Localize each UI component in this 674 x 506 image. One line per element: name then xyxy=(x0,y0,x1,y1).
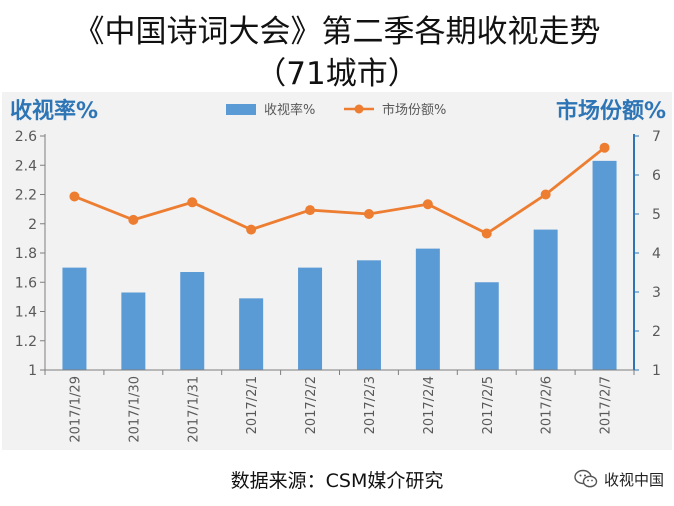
x-tick-label: 2017/2/2 xyxy=(304,376,319,434)
y2-tick-label: 2 xyxy=(652,324,661,340)
legend-line-marker xyxy=(354,104,364,114)
x-tick-label: 2017/2/6 xyxy=(540,376,555,434)
y-tick-label: 2.2 xyxy=(15,188,37,204)
y2-axis-title: 市场份额% xyxy=(556,98,666,124)
bar-2017/2/7 xyxy=(592,160,617,370)
y-tick-label: 2.6 xyxy=(15,129,37,145)
y2-tick-label: 4 xyxy=(652,246,661,262)
y-tick-label: 2 xyxy=(28,217,37,233)
bar-2017/2/6 xyxy=(533,229,558,370)
y2-tick-label: 3 xyxy=(652,285,661,301)
y-tick-label: 1.4 xyxy=(15,305,37,321)
x-tick-label: 2017/2/1 xyxy=(245,376,260,434)
share-point-2017/2/4 xyxy=(422,199,433,210)
legend-bar-swatch xyxy=(226,104,256,115)
share-point-2017/2/6 xyxy=(540,189,551,200)
x-tick-label: 2017/2/3 xyxy=(363,376,378,434)
share-point-2017/2/7 xyxy=(599,142,610,153)
data-source: 数据来源：CSM媒介研究 xyxy=(230,470,444,492)
bar-2017/2/1 xyxy=(239,298,264,370)
x-tick-label: 2017/2/5 xyxy=(481,376,496,434)
bar-2017/2/2 xyxy=(298,267,323,370)
chart-panel: 1 1.2 1.4 1.6 1.8 2 2.2 2.4 2.6 1 2 3 4 5 6 7 2017/1/29… xyxy=(2,92,672,450)
x-tick-label: 2017/1/30 xyxy=(127,376,142,443)
legend: 收视率% 市场份额% xyxy=(226,102,446,118)
share-line xyxy=(73,146,606,236)
share-point-2017/2/2 xyxy=(305,205,316,216)
bar-2017/2/5 xyxy=(474,282,499,370)
share-point-2017/1/30 xyxy=(128,214,139,225)
y-tick-label: 2.4 xyxy=(15,158,37,174)
y2-tick-label: 7 xyxy=(652,129,661,145)
bar-2017/2/3 xyxy=(356,260,381,370)
bar-2017/2/4 xyxy=(415,248,440,370)
share-point-2017/2/5 xyxy=(481,228,492,239)
wechat-icon xyxy=(574,469,598,488)
y-tick-label: 1 xyxy=(28,363,37,379)
bar-2017/1/30 xyxy=(121,292,146,370)
x-tick-label: 2017/2/4 xyxy=(422,376,437,434)
y-tick-label: 1.8 xyxy=(15,246,37,262)
share-point-2017/1/31 xyxy=(187,197,198,208)
watermark-text: 收视中国 xyxy=(603,470,664,489)
legend-line-label: 市场份额% xyxy=(382,102,446,118)
x-tick-label: 2017/1/31 xyxy=(186,376,201,443)
combo-chart: 1 1.2 1.4 1.6 1.8 2 2.2 2.4 2.6 1 2 3 4 5 6 7 2017/1/29… xyxy=(10,98,666,443)
bar-2017/1/29 xyxy=(62,267,87,370)
x-tick-label: 2017/2/7 xyxy=(599,376,614,434)
x-tick-label: 2017/1/29 xyxy=(68,376,83,443)
y2-tick-label: 1 xyxy=(652,363,661,379)
watermark: 收视中国 xyxy=(574,466,664,492)
y2-tick-label: 6 xyxy=(652,168,661,184)
y2-tick-label: 5 xyxy=(652,207,661,223)
share-point-2017/2/3 xyxy=(363,209,374,219)
share-point-2017/2/1 xyxy=(246,224,257,235)
y-tick-label: 1.2 xyxy=(15,334,37,350)
y-tick-label: 1.6 xyxy=(15,275,37,291)
chart-subtitle: （71城市） xyxy=(255,56,419,92)
bar-2017/1/31 xyxy=(180,272,205,370)
share-point-2017/1/29 xyxy=(69,191,80,202)
y-axis-title: 收视率% xyxy=(10,98,98,124)
legend-bar-label: 收视率% xyxy=(264,102,315,118)
chart-title: 《中国诗词大会》第二季各期收视走势 xyxy=(73,14,601,50)
